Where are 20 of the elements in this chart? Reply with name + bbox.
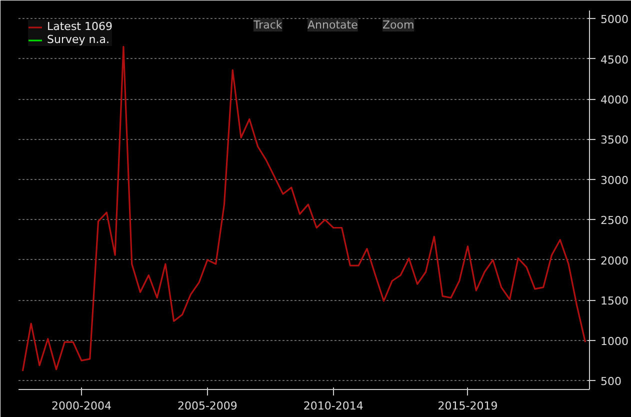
legend-label: Survey n.a. xyxy=(47,33,110,46)
y-tick-label: 3000 xyxy=(600,174,628,187)
annotation: Annotate xyxy=(308,18,358,32)
annotation: Zoom xyxy=(382,18,414,32)
y-tick-label: 2000 xyxy=(600,254,628,268)
y-tick-label: 5000 xyxy=(600,13,628,26)
y-tick-label: 3500 xyxy=(600,134,628,147)
y-tick-label: 4500 xyxy=(600,53,628,66)
y-tick-label: 1500 xyxy=(600,294,628,308)
x-tick-label: 2005-2009 xyxy=(177,400,238,412)
y-tick-label: 1000 xyxy=(600,334,628,348)
line-series xyxy=(22,46,586,372)
y-tick-label: 500 xyxy=(600,375,622,388)
x-tick-label: 2010-2014 xyxy=(303,400,364,412)
y-tick-label: 4000 xyxy=(600,94,628,107)
annotation: Track xyxy=(252,18,283,32)
legend-label: Latest 1069 xyxy=(47,20,112,33)
x-tick-label: 2000-2004 xyxy=(52,400,112,412)
y-tick-label: 2500 xyxy=(600,214,628,228)
x-tick-label: 2015-2019 xyxy=(438,400,498,412)
